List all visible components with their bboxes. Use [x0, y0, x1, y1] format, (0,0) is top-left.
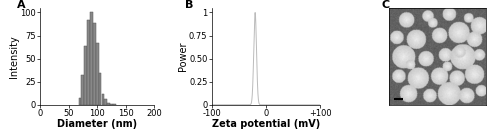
Bar	[113, 104, 116, 105]
Bar	[98, 73, 102, 105]
Bar	[78, 98, 82, 105]
Bar	[110, 104, 113, 105]
X-axis label: Diameter (nm): Diameter (nm)	[57, 119, 137, 129]
Bar	[107, 103, 110, 105]
Bar	[87, 20, 90, 105]
Bar	[90, 12, 93, 105]
Text: A: A	[17, 0, 26, 10]
Text: B: B	[186, 0, 194, 10]
Y-axis label: Intensity: Intensity	[8, 35, 18, 78]
Bar	[102, 94, 104, 105]
X-axis label: Zeta potential (mV): Zeta potential (mV)	[212, 119, 320, 129]
Bar	[82, 75, 84, 105]
Y-axis label: Power: Power	[178, 42, 188, 71]
Bar	[93, 23, 96, 105]
Text: C: C	[382, 0, 390, 10]
Bar	[104, 99, 107, 105]
Bar	[96, 43, 98, 105]
Bar	[84, 46, 87, 105]
